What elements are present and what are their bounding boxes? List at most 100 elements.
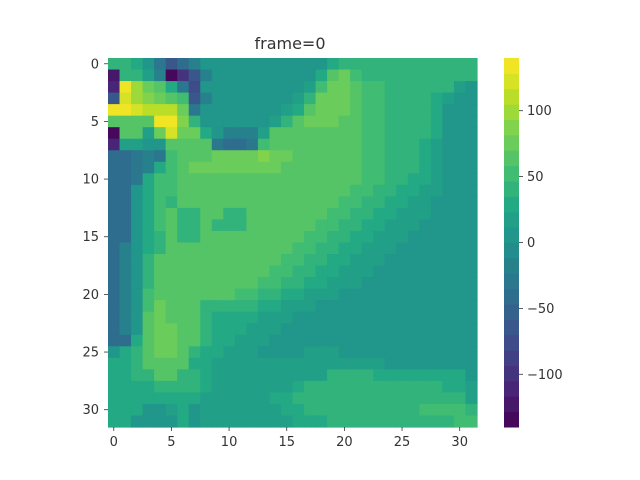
heatmap-cell [211, 311, 224, 324]
heatmap-cell [465, 300, 478, 313]
heatmap-cell [327, 81, 340, 94]
x-axis: 0 5 10 15 20 25 30 [110, 427, 468, 450]
heatmap-cell [223, 369, 236, 382]
heatmap-cell [269, 104, 282, 117]
heatmap-cell [257, 242, 271, 255]
heatmap-cell [246, 334, 259, 347]
heatmap-cell [292, 196, 305, 209]
heatmap-cell [119, 346, 132, 359]
colorbar: −100 −50 0 50 100 [504, 58, 563, 428]
heatmap-cell [223, 69, 236, 82]
heatmap-cell [315, 230, 328, 244]
heatmap-cell [234, 184, 247, 197]
heatmap-cell [304, 300, 317, 313]
heatmap-cell [465, 127, 478, 140]
heatmap-cell [453, 392, 467, 405]
heatmap-cell [350, 334, 363, 347]
heatmap-cell [211, 207, 224, 221]
heatmap-cell [211, 184, 224, 197]
heatmap-cell [304, 230, 317, 244]
heatmap-cell [234, 104, 247, 117]
heatmap-cell [223, 196, 236, 209]
heatmap-cell [165, 104, 178, 117]
heatmap-cell [373, 219, 386, 232]
heatmap-cell [131, 138, 144, 151]
heatmap-cell [407, 334, 420, 347]
heatmap-cell [142, 265, 155, 278]
heatmap-cell [338, 196, 351, 209]
heatmap-cell [188, 207, 201, 221]
heatmap-cell [373, 380, 386, 394]
heatmap-cell [453, 369, 467, 382]
heatmap-cell [442, 58, 455, 71]
heatmap-cell [200, 346, 213, 359]
heatmap-cell [361, 81, 374, 94]
heatmap-cell [131, 311, 144, 324]
heatmap-cell [211, 277, 224, 290]
heatmap-cell [384, 254, 397, 267]
heatmap-cell [280, 173, 294, 186]
heatmap-cell [165, 311, 178, 324]
heatmap-cell [269, 334, 282, 347]
heatmap-cell [142, 230, 155, 244]
heatmap-cell [361, 230, 374, 244]
heatmap-cell [165, 369, 178, 382]
heatmap-cell [223, 161, 236, 174]
heatmap-cell [223, 254, 236, 267]
heatmap-cell [142, 196, 155, 209]
heatmap-cell [131, 300, 144, 313]
heatmap-cell [142, 242, 155, 255]
heatmap-cell [177, 392, 190, 405]
heatmap-cell [269, 380, 282, 394]
heatmap-cell [338, 288, 351, 301]
heatmap-cell [465, 323, 478, 336]
heatmap-cell [269, 230, 282, 244]
heatmap-cell [131, 415, 144, 428]
heatmap-cell [165, 58, 178, 71]
heatmap-cell [280, 58, 294, 71]
heatmap-cell [165, 277, 178, 290]
heatmap-cell [269, 173, 282, 186]
heatmap-cell [396, 58, 409, 71]
heatmap-cell [257, 207, 271, 221]
heatmap-cell [142, 138, 155, 151]
heatmap-cell [154, 346, 167, 359]
heatmap-cell [304, 392, 317, 405]
heatmap-cell [269, 403, 282, 417]
heatmap-cell [442, 357, 455, 370]
colorbar-segment [504, 288, 519, 305]
heatmap-cell [280, 415, 294, 428]
heatmap-cell [396, 173, 409, 186]
heatmap-cell [246, 415, 259, 428]
heatmap-cell [246, 254, 259, 267]
heatmap-cell [108, 127, 121, 140]
heatmap-cell [419, 323, 432, 336]
heatmap-cell [304, 127, 317, 140]
heatmap-cell [154, 288, 167, 301]
heatmap-cell [453, 357, 467, 370]
heatmap-cell [407, 127, 420, 140]
heatmap-cell [269, 277, 282, 290]
heatmap-cell [442, 369, 455, 382]
heatmap-cell [131, 277, 144, 290]
heatmap-cell [154, 161, 167, 174]
heatmap-cell [131, 357, 144, 370]
heatmap-cell [292, 334, 305, 347]
heatmap-cell [442, 242, 455, 255]
heatmap-cell [361, 300, 374, 313]
heatmap-cell [453, 242, 467, 255]
heatmap-cell [131, 242, 144, 255]
heatmap-cell [442, 334, 455, 347]
heatmap-cell [315, 127, 328, 140]
heatmap-cell [257, 104, 271, 117]
heatmap-cell [165, 92, 178, 105]
heatmap-cell [407, 173, 420, 186]
heatmap-cell [327, 104, 340, 117]
heatmap-cell [280, 161, 294, 174]
heatmap-cell [361, 104, 374, 117]
y-axis: 0 5 10 15 20 25 30 [82, 57, 108, 418]
heatmap-cell [280, 334, 294, 347]
heatmap-cell [327, 265, 340, 278]
heatmap-cell [223, 92, 236, 105]
heatmap-cell [304, 311, 317, 324]
